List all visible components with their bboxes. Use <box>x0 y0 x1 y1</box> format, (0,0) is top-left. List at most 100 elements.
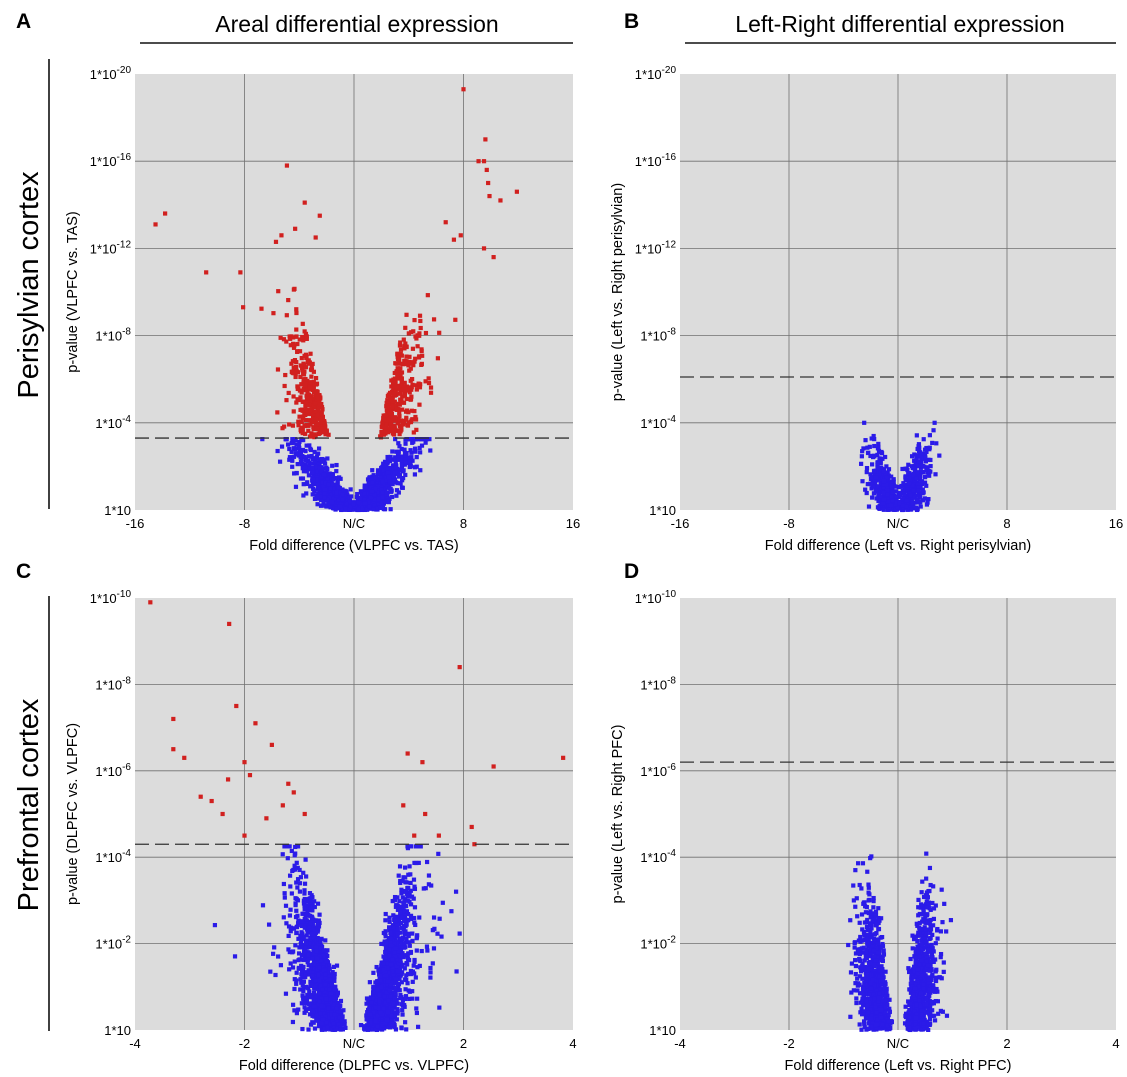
data-point <box>419 348 424 354</box>
data-point <box>411 877 417 882</box>
data-point <box>308 351 313 356</box>
data-point <box>284 921 289 926</box>
data-point <box>915 446 920 452</box>
data-point <box>373 1005 378 1010</box>
data-point <box>402 392 407 397</box>
data-point <box>300 466 305 471</box>
data-point <box>392 470 398 475</box>
data-point <box>342 1019 347 1024</box>
data-point <box>383 425 388 431</box>
data-point <box>415 996 420 1001</box>
data-point <box>412 920 417 925</box>
data-point <box>303 465 308 470</box>
data-point <box>868 453 873 459</box>
data-point <box>396 386 401 391</box>
data-point <box>385 419 390 424</box>
data-point <box>927 469 932 474</box>
data-point <box>412 905 418 910</box>
data-point <box>306 473 311 478</box>
data-point <box>394 922 400 927</box>
data-point <box>412 465 418 470</box>
data-point <box>383 931 388 936</box>
data-point <box>297 957 302 962</box>
data-point <box>383 911 388 917</box>
data-point <box>900 466 905 472</box>
data-point <box>884 485 890 490</box>
data-point <box>326 482 331 487</box>
data-point <box>321 1011 326 1016</box>
data-point <box>380 479 385 484</box>
data-point <box>373 475 378 480</box>
data-point <box>388 507 393 512</box>
data-point <box>392 425 397 430</box>
data-point <box>426 882 431 887</box>
data-point <box>392 996 397 1001</box>
data-point <box>290 868 295 874</box>
data-point <box>328 1000 333 1005</box>
data-point <box>379 500 384 505</box>
data-point <box>391 938 396 943</box>
data-point <box>294 970 299 975</box>
data-point <box>388 426 393 431</box>
data-point <box>327 966 332 971</box>
data-point <box>331 496 337 501</box>
data-point <box>356 500 361 505</box>
data-point <box>301 979 307 984</box>
data-point <box>298 374 303 380</box>
data-point <box>417 915 422 920</box>
data-point <box>859 454 864 459</box>
data-point <box>302 925 307 930</box>
data-point <box>303 388 308 393</box>
data-point <box>412 886 418 892</box>
data-point <box>403 994 409 999</box>
data-point <box>924 483 929 488</box>
data-point <box>396 376 402 381</box>
data-point <box>295 877 301 882</box>
data-point <box>408 396 414 402</box>
data-point <box>335 1004 340 1009</box>
data-point <box>303 946 308 951</box>
data-point <box>371 970 376 975</box>
data-point <box>407 989 412 994</box>
data-point <box>872 484 877 489</box>
data-point <box>322 423 327 428</box>
row-label-prefrontal: Prefrontal cortex <box>13 698 45 911</box>
data-point <box>384 492 390 497</box>
data-point <box>410 996 415 1001</box>
data-point <box>336 1022 341 1028</box>
data-point <box>914 493 920 498</box>
data-point <box>282 844 287 849</box>
data-point <box>383 413 388 418</box>
data-point <box>312 962 317 967</box>
data-point <box>303 972 308 977</box>
data-point <box>282 891 287 896</box>
data-point <box>317 213 322 218</box>
data-point <box>395 1008 400 1014</box>
data-point <box>329 499 335 505</box>
data-point <box>449 909 454 914</box>
data-point <box>399 454 405 459</box>
data-point <box>443 220 448 225</box>
data-point <box>875 505 881 510</box>
data-point <box>325 977 331 982</box>
data-point <box>338 1003 343 1008</box>
data-point <box>919 479 925 484</box>
data-point <box>401 901 406 906</box>
data-point <box>439 934 444 939</box>
data-point <box>408 872 413 877</box>
data-point <box>315 962 320 967</box>
data-point <box>344 501 349 506</box>
data-point <box>314 454 320 459</box>
data-point <box>280 426 285 431</box>
data-point <box>403 880 408 885</box>
data-point <box>870 482 875 487</box>
data-point <box>435 931 440 936</box>
data-point <box>399 941 404 946</box>
data-point <box>379 465 384 471</box>
data-point <box>864 470 869 475</box>
data-point <box>309 483 314 488</box>
data-point <box>288 961 293 966</box>
data-point <box>317 465 322 470</box>
data-point <box>922 496 927 501</box>
data-point <box>303 995 308 1000</box>
